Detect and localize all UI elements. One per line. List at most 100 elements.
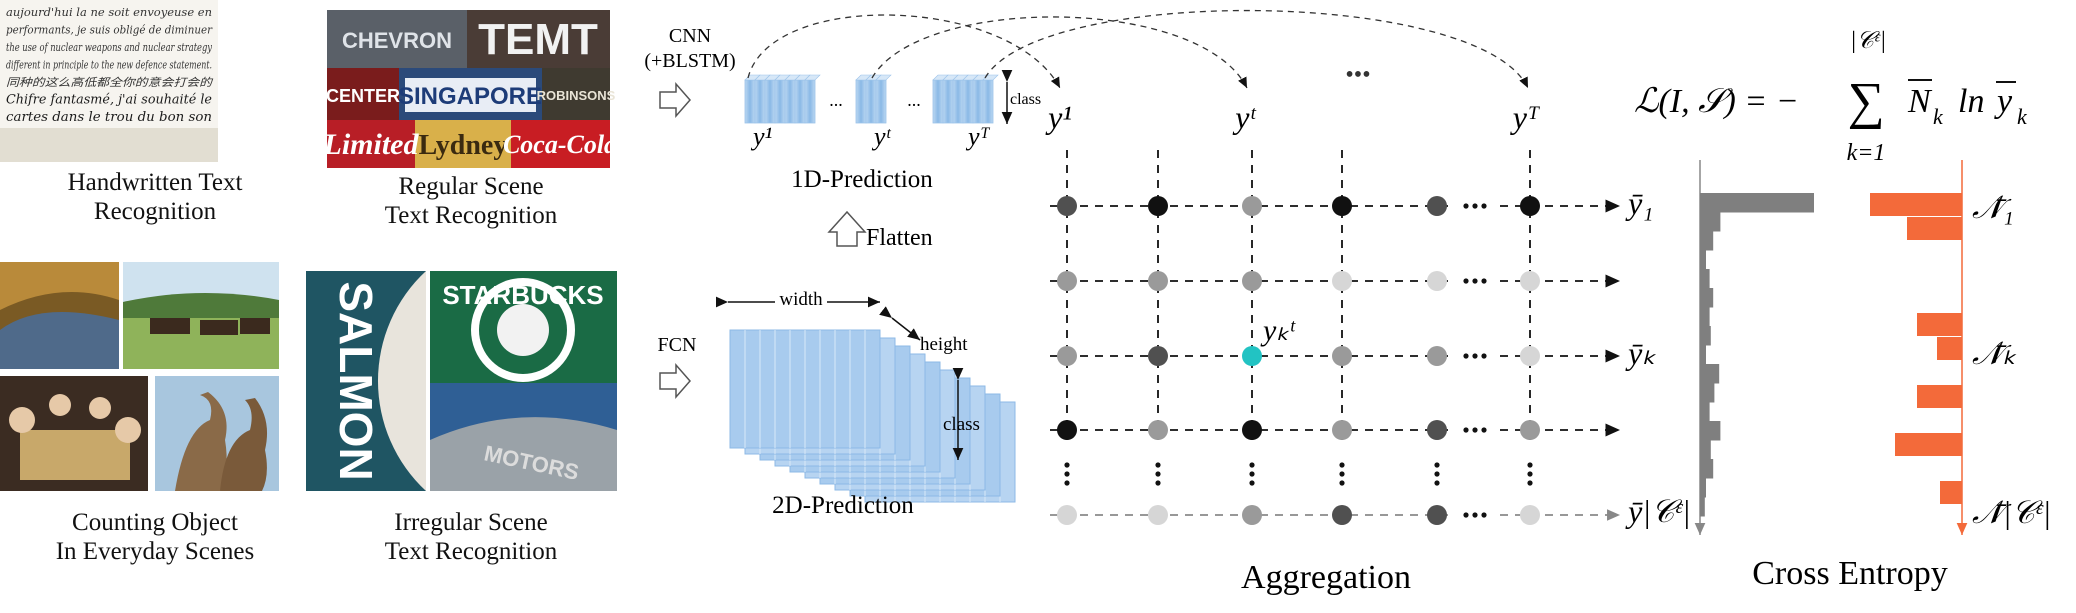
prediction-stripe	[804, 79, 816, 124]
prediction-stripe	[764, 79, 776, 124]
mapping-arrows	[747, 9, 1529, 89]
label-yT: yᵀ	[965, 122, 991, 151]
gray-bar	[1700, 478, 1706, 498]
top-label: yᵗ	[1232, 99, 1256, 135]
handwriting-line: aujourd'hui la ne soit envoyeuse en	[6, 6, 212, 19]
grid-node	[1242, 505, 1262, 525]
gray-bar	[1700, 402, 1710, 422]
highlight-label: yₖᵗ	[1260, 314, 1296, 347]
handwriting-line: different in principle to the new defenc…	[6, 59, 212, 72]
top-ellipsis: •••	[1345, 62, 1370, 88]
orange-bar	[1895, 433, 1962, 456]
aggregation-grid: y¹ yᵗ yᵀ ••• yₖᵗ ȳ₁ ȳₖ ȳ|𝒞ᵋ|	[1045, 62, 1691, 529]
prediction-1d-stripes	[744, 74, 999, 124]
orange-bar	[1907, 217, 1962, 240]
caption-handwritten: Handwritten Text Recognition	[0, 168, 310, 226]
grid-node	[1332, 196, 1352, 216]
formula-lower-limit: k=1	[1847, 140, 1886, 166]
cnn-label: CNN	[669, 25, 711, 47]
gray-bar	[1700, 231, 1714, 251]
gray-bar	[1700, 250, 1706, 270]
handwriting-line: cartes dans le trou du bon son	[6, 110, 212, 125]
caption-line: Irregular Scene	[394, 509, 548, 536]
orange-bar	[1917, 313, 1962, 336]
grid-node	[1427, 271, 1447, 291]
grid-node	[1520, 505, 1540, 525]
gray-bar	[1700, 288, 1714, 308]
row-label: ȳₖ	[1625, 335, 1656, 371]
prediction-2d-label: 2D-Prediction	[772, 492, 914, 519]
prediction-stripe	[982, 79, 994, 124]
formula-term-y: y	[1994, 83, 2013, 120]
prediction-stripe	[784, 79, 796, 124]
cnn-arrow	[659, 82, 691, 118]
handwriting-lines: aujourd'hui la ne soit envoyeuse en perfo…	[6, 6, 214, 125]
caption-line: Counting Object	[72, 509, 238, 536]
formula-term-y-sub: k	[2017, 104, 2028, 129]
grid-node	[1427, 505, 1447, 525]
ellipsis: ...	[907, 90, 921, 110]
prediction-stripe	[754, 79, 766, 124]
gray-bar	[1700, 269, 1710, 289]
grid-node	[1520, 346, 1540, 366]
prediction-1d-label: 1D-Prediction	[791, 166, 933, 193]
aggregation-title: Aggregation	[1241, 559, 1411, 596]
width-label: width	[779, 289, 823, 310]
handwriting-line: 同种的这么高低都全你的意会打会的	[6, 76, 214, 89]
grid-node	[1520, 196, 1540, 216]
caption-line: Handwritten Text	[67, 169, 243, 196]
grid-node	[1057, 346, 1077, 366]
sign-salmon: SALMON	[330, 281, 382, 480]
sign-robinsons: ROBINSONS	[537, 88, 616, 103]
cross-entropy-title: Cross Entropy	[1752, 555, 1948, 592]
prediction-stripe	[952, 79, 964, 124]
formula-sum: ∑	[1847, 73, 1884, 130]
prediction-stripe	[972, 79, 984, 124]
prediction-stripe	[744, 79, 756, 124]
caption-line: Text Recognition	[384, 538, 558, 565]
prediction-stripe	[875, 79, 887, 124]
formula-upper-limit: |𝒞ᵋ|	[1850, 28, 1886, 54]
blstm-label: (+BLSTM)	[644, 50, 735, 72]
counting-image	[0, 262, 279, 491]
grid-node	[1057, 196, 1077, 216]
flatten-arrow	[827, 210, 867, 247]
row-label: ȳ₁	[1625, 185, 1653, 221]
grid-node	[1148, 196, 1168, 216]
orange-bar	[1917, 385, 1962, 408]
sign-center: CENTER	[326, 86, 400, 106]
grid-node	[1148, 505, 1168, 525]
formula-term-n-sub: k	[1933, 104, 1944, 129]
grid-node	[1148, 420, 1168, 440]
handwriting-line: performants, je suis obligé de diminuer	[6, 24, 213, 37]
formula-term-n: N	[1907, 83, 1933, 120]
gray-bar	[1700, 383, 1715, 403]
gray-bar	[1700, 193, 1814, 213]
prediction-stripe	[794, 79, 806, 124]
gray-bar	[1700, 440, 1711, 460]
orange-bar	[1940, 481, 1962, 504]
gray-bar	[1700, 459, 1714, 479]
grid-node	[1332, 346, 1352, 366]
grid-node	[1242, 196, 1262, 216]
gray-bar	[1700, 212, 1721, 232]
irregular-scene-image: SALMON STARBUCKS MOTORS	[306, 271, 617, 491]
grid-node	[1057, 271, 1077, 291]
grid-node	[1427, 346, 1447, 366]
prediction-stripe	[962, 79, 974, 124]
sign-starbucks: STARBUCKS	[442, 280, 603, 310]
prediction-stripe	[942, 79, 954, 124]
label-yt: yᵗ	[871, 122, 892, 151]
handwritten-image: aujourd'hui la ne soit envoyeuse en perfo…	[0, 0, 218, 162]
caption-line: Text Recognition	[384, 202, 558, 229]
right-label: 𝒩̄|𝒞ᵋ|	[1972, 494, 2051, 530]
sign-lydney: Lydney	[419, 130, 508, 161]
prediction-stripe	[932, 79, 944, 124]
gray-bar	[1700, 307, 1710, 327]
grid-node	[1332, 271, 1352, 291]
grid-node	[1332, 505, 1352, 525]
caption-counting: Counting Object In Everyday Scenes	[0, 508, 310, 566]
right-label: 𝒩̄₁	[1972, 189, 2014, 225]
orange-bar	[1870, 193, 1962, 216]
